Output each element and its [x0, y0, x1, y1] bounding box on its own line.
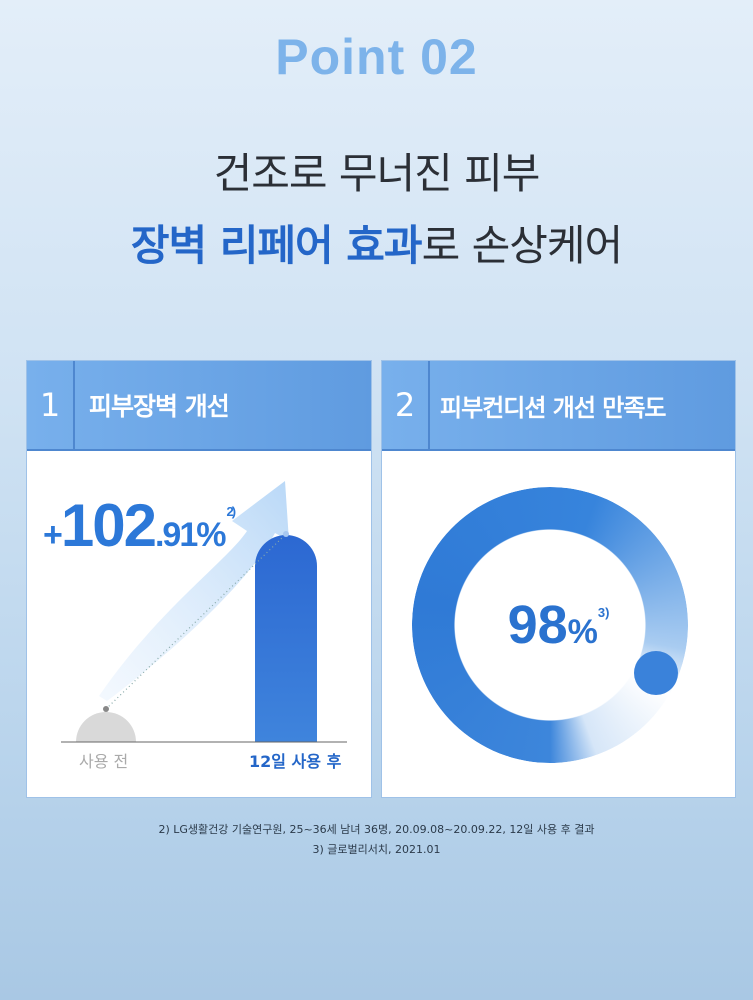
panel-header: 2 피부컨디션 개선 만족도: [382, 361, 735, 451]
value-dec: .91%: [154, 516, 226, 554]
panel-title: 피부장벽 개선: [89, 392, 230, 421]
footnote-ref: 3): [597, 605, 610, 620]
point-label: Point 02: [275, 29, 478, 85]
footnote-3: 3) 글로벌리서치, 2021.01: [312, 843, 441, 856]
satisfaction-panel: 2 피부컨디션 개선 만족도 98%3): [361, 360, 739, 814]
footnote-ref: 2): [226, 504, 235, 519]
skin-barrier-panel: 1 피부장벽 개선 +102.91%2) 사용 전 12일 사용 후: [26, 360, 372, 798]
panel-number: 2: [382, 361, 430, 449]
before-bar: [76, 712, 136, 742]
headline-line2: 장벽 리페어 효과로 손상케어: [0, 212, 753, 273]
after-bar: [255, 535, 317, 742]
panel-title: 피부컨디션 개선 만족도: [440, 393, 667, 422]
headline-rest: 로 손상케어: [421, 221, 624, 270]
value-int: 102: [60, 492, 157, 559]
footnote-2: 2) LG생활건강 기술연구원, 25~36세 남녀 36명, 20.09.08…: [158, 823, 595, 836]
satisfaction-value: 98%3): [382, 594, 735, 656]
improvement-value: +102.91%2): [43, 491, 236, 560]
bar-chart: [61, 481, 347, 743]
unit: %: [567, 613, 598, 651]
panel-number: 1: [27, 361, 75, 449]
value: 98: [507, 595, 568, 655]
headline-highlight: 장벽 리페어 효과: [130, 221, 423, 270]
sign: +: [43, 516, 63, 554]
after-label: 12일 사용 후: [249, 752, 342, 771]
before-label: 사용 전: [79, 752, 129, 771]
panel-header: 1 피부장벽 개선: [27, 361, 371, 451]
growth-arrow: [99, 481, 289, 701]
headline-line1: 건조로 무너진 피부: [213, 149, 541, 198]
donut-cap: [634, 651, 678, 695]
